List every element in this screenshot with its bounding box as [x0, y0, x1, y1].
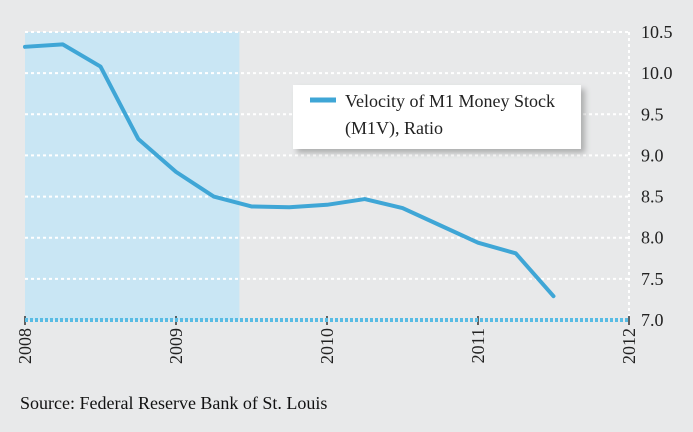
- x-tick-label: 2010: [317, 328, 337, 364]
- legend-label-line-1: Velocity of M1 Money Stock: [345, 91, 555, 111]
- x-tick-label: 2009: [166, 328, 186, 364]
- legend-box: [293, 85, 581, 149]
- series-line-m1v: [23, 42, 556, 299]
- y-tick-label: 9.0: [641, 145, 664, 165]
- legend-label-line-2: (M1V), Ratio: [345, 118, 443, 139]
- y-tick-label: 7.5: [641, 269, 664, 289]
- y-tick-label: 10.5: [641, 22, 673, 42]
- x-axis-ticks: 2008 2009 2010 2011 2012: [15, 316, 639, 364]
- recession-shading: [25, 32, 240, 320]
- x-tick-label: 2012: [619, 328, 639, 364]
- y-tick-label: 10.0: [641, 63, 673, 83]
- y-tick-label: 7.0: [641, 310, 664, 330]
- x-tick-label: 2008: [15, 328, 35, 364]
- source-note: Source: Federal Reserve Bank of St. Loui…: [20, 393, 328, 413]
- y-axis-ticks: 7.0 7.5 8.0 8.5 9.0 9.5 10.0 10.5: [641, 22, 673, 330]
- y-tick-label: 8.5: [641, 187, 664, 207]
- y-tick-label: 9.5: [641, 104, 664, 124]
- x-tick-label: 2011: [468, 328, 488, 363]
- y-tick-label: 8.0: [641, 228, 664, 248]
- legend: Velocity of M1 Money Stock (M1V), Ratio: [293, 85, 581, 149]
